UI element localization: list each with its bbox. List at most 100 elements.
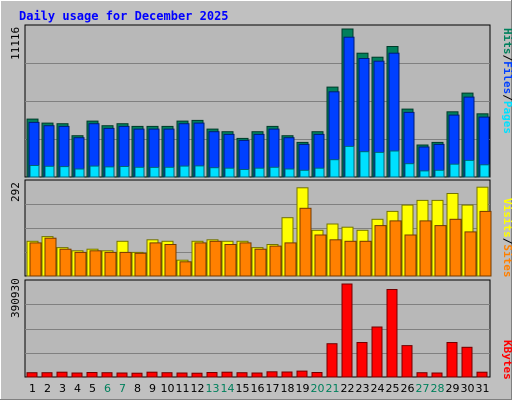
bar-kbytes-day-16 [251,372,263,378]
day-axis-labels: 1 2 3 4 5 6 7 8 9 10 11 12 13 14 15 16 17 18 19 20 21 22 23 24 2… [29,382,490,395]
bar-kbytes-day-26 [401,345,413,378]
bar-pages-day-14 [224,167,235,178]
bar-kbytes-day-4 [71,372,83,378]
bar-sites-day-3 [59,248,72,277]
bar-pages-day-19 [299,169,310,178]
bar-pages-day-13 [209,167,220,178]
panel-middle [24,179,492,277]
bar-kbytes-day-18 [281,371,293,378]
legend-part-1: / [501,238,512,245]
bar-sites-day-1 [29,242,42,277]
bar-sites-day-11 [179,261,192,277]
bar-kbytes-day-7 [116,372,128,378]
bar-sites-day-17 [269,245,282,277]
day-label-13: 13 [206,382,220,395]
bar-pages-day-5 [89,165,100,178]
bar-kbytes-day-29 [446,342,458,378]
bar-sites-day-24 [374,225,387,277]
bar-pages-day-26 [404,163,415,178]
bar-pages-day-1 [29,165,40,178]
bar-sites-day-14 [224,244,237,277]
day-label-16: 16 [251,382,265,395]
bar-pages-day-12 [194,165,205,178]
bar-sites-day-31 [479,210,492,277]
bar-sites-day-9 [149,242,162,277]
bar-pages-day-31 [479,164,490,178]
bar-pages-day-20 [314,167,325,178]
bar-kbytes-day-22 [341,283,353,378]
bar-sites-day-10 [164,244,177,277]
day-label-11: 11 [176,382,190,395]
bar-kbytes-day-9 [146,371,158,378]
max-label-middle: 292 [9,182,22,202]
legend-part-0: Hits [501,28,512,55]
day-label-15: 15 [236,382,250,395]
bar-sites-day-4 [74,251,87,277]
bar-kbytes-day-12 [191,372,203,378]
bar-sites-day-18 [284,242,297,277]
bar-sites-day-5 [89,250,102,277]
bar-pages-day-21 [329,159,340,178]
chart-title: Daily usage for December 2025 [19,9,229,23]
legend-part-2: Sites [501,244,512,277]
bar-pages-day-15 [239,169,250,178]
bar-pages-day-18 [284,168,295,178]
bar-sites-day-2 [44,237,57,277]
bar-pages-day-30 [464,159,475,178]
bar-kbytes-day-8 [131,372,143,378]
legend-side-labels: Hits/Files/Pages Visits/Sites KBytes [501,28,512,380]
bar-kbytes-day-30 [461,346,473,378]
day-label-7: 7 [119,382,126,395]
bar-kbytes-day-3 [56,371,68,378]
bar-kbytes-day-20 [311,372,323,378]
bar-pages-day-3 [59,166,70,178]
bar-sites-day-23 [359,240,372,277]
bar-sites-day-12 [194,242,207,277]
bar-kbytes-day-5 [86,372,98,378]
bar-pages-day-4 [74,168,85,178]
bar-sites-day-26 [404,234,417,277]
legend-part-1: / [501,55,512,62]
max-label-bottom: 390930 [9,278,22,318]
bar-sites-day-20 [314,234,327,277]
bar-pages-day-16 [254,167,265,178]
bar-sites-day-25 [389,220,402,277]
bar-sites-day-30 [464,231,477,277]
day-label-12: 12 [191,382,205,395]
day-label-4: 4 [74,382,81,395]
legend-part-0: Visits [501,198,512,238]
day-label-14: 14 [221,382,235,395]
day-label-21: 21 [326,382,340,395]
bar-sites-day-27 [419,220,432,277]
day-label-10: 10 [161,382,175,395]
day-label-29: 29 [446,382,460,395]
bar-sites-day-16 [254,248,267,277]
day-label-9: 9 [149,382,156,395]
day-label-25: 25 [386,382,400,395]
day-label-24: 24 [371,382,385,395]
bar-sites-day-29 [449,218,462,277]
bar-sites-day-8 [134,252,147,277]
legend-label-bottom: KBytes [501,340,512,380]
chart-panels [24,24,492,378]
day-label-27: 27 [416,382,430,395]
panel-top [24,24,491,178]
day-label-2: 2 [44,382,51,395]
legend-part-3: / [501,94,512,101]
bar-kbytes-day-10 [161,372,173,378]
bar-pages-day-2 [44,165,55,178]
bar-kbytes-day-6 [101,372,113,378]
bar-sites-day-19 [299,207,312,277]
day-label-17: 17 [266,382,280,395]
bar-kbytes-day-15 [236,372,248,378]
bar-kbytes-day-27 [416,372,428,378]
bar-sites-day-22 [344,240,357,277]
bar-kbytes-day-21 [326,343,338,378]
bar-kbytes-day-23 [356,342,368,378]
max-label-top: 11116 [9,27,22,60]
day-label-5: 5 [89,382,96,395]
bar-kbytes-day-13 [206,372,218,378]
bar-pages-day-27 [419,170,430,178]
bar-sites-day-15 [239,242,252,277]
legend-part-4: Pages [501,101,512,134]
